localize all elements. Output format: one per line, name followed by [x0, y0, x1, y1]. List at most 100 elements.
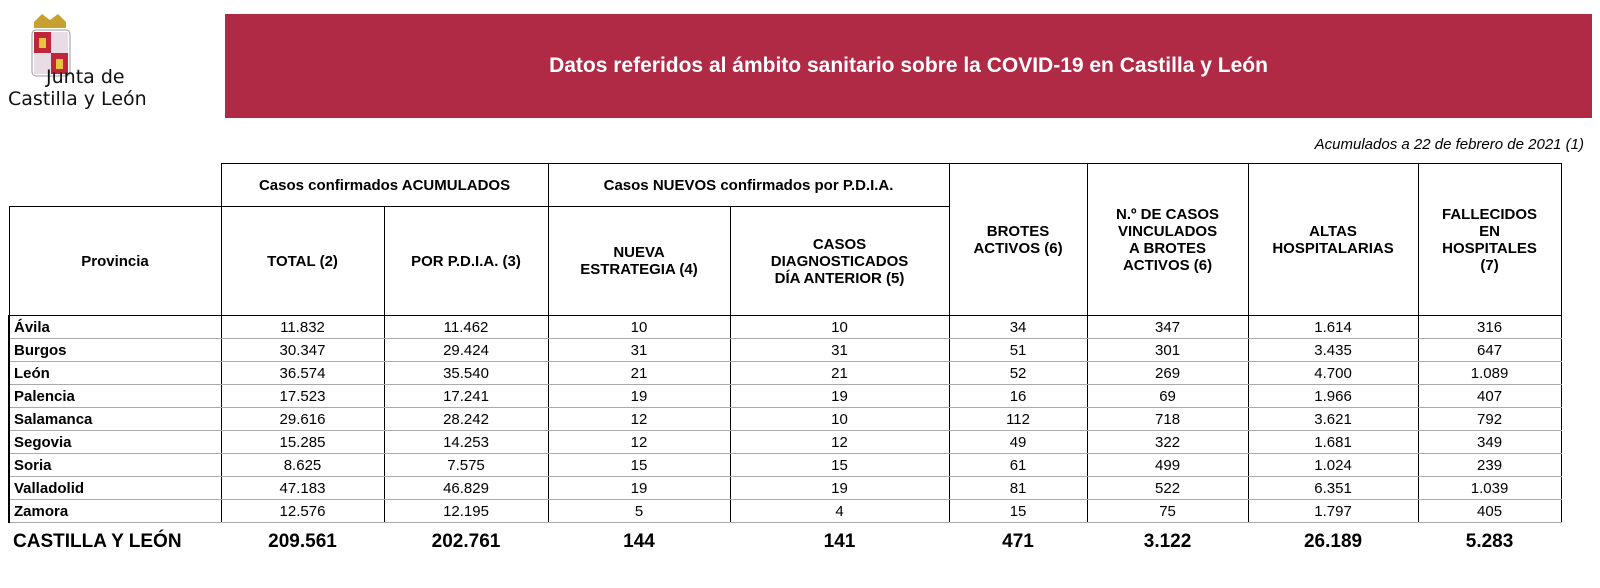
- cell: 19: [547, 476, 731, 500]
- cell: 405: [1417, 499, 1562, 523]
- cell: 1.024: [1247, 453, 1419, 477]
- total-cell: 202.761: [431, 531, 501, 552]
- total-cell: 209.561: [268, 531, 337, 552]
- cell: 349: [1417, 430, 1562, 454]
- province: Palencia: [8, 384, 222, 408]
- total-cell: 471: [1002, 531, 1034, 552]
- cell: 647: [1417, 338, 1562, 362]
- cell: 1.966: [1247, 384, 1419, 408]
- cell: 10: [729, 315, 950, 339]
- cell: 1.681: [1247, 430, 1419, 454]
- cell: 49: [948, 430, 1088, 454]
- title: Datos referidos al ámbito sanitario sobr…: [549, 54, 1268, 77]
- total-cell: 141: [823, 531, 856, 552]
- cell: 718: [1086, 407, 1249, 431]
- cell: 8.625: [220, 453, 385, 477]
- cell: 19: [547, 384, 731, 408]
- cell: 4: [729, 499, 950, 523]
- cell: 15: [948, 499, 1088, 523]
- cell: 347: [1086, 315, 1249, 339]
- cell: 30.347: [220, 338, 385, 362]
- cell: 15.285: [220, 430, 385, 454]
- cell: 31: [729, 338, 950, 362]
- cell: 21: [729, 361, 950, 385]
- cell: 4.700: [1247, 361, 1419, 385]
- cell: 19: [729, 476, 950, 500]
- group-header-row: Casos confirmados ACUMULADOS Casos NUEVOS…: [9, 163, 1562, 316]
- data-row: Ávila 11.832 11.462 10 10 34 347 1.614 316: [8, 315, 1562, 339]
- cell: 46.829: [383, 476, 549, 500]
- data-row: Salamanca 29.616 28.242 12 10 112 718 3.621 792: [8, 407, 1562, 431]
- cell: 11.462: [383, 315, 549, 339]
- cell: 11.832: [220, 315, 385, 339]
- cell: 75: [1086, 499, 1249, 523]
- cell: 3.435: [1247, 338, 1419, 362]
- logo-text: Castilla y León: [8, 88, 147, 110]
- cell: 1.039: [1417, 476, 1562, 500]
- logo: Junta de Castilla y León: [8, 14, 178, 114]
- cell: 17.241: [383, 384, 549, 408]
- data-row: Segovia 15.285 14.253 12 12 49 322 1.681 349: [8, 430, 1562, 454]
- total-row: CASTILLA Y LEÓN 209.561 202.761 144 141 471 3.…: [9, 523, 1561, 562]
- cell: 69: [1086, 384, 1249, 408]
- logo-shield: [31, 14, 71, 77]
- data-row: Palencia 17.523 17.241 19 19 16 69 1.966 407: [8, 384, 1562, 408]
- cell: 407: [1417, 384, 1562, 408]
- total-cell: 26.189: [1303, 531, 1363, 552]
- province: Valladolid: [8, 476, 222, 500]
- province: Ávila: [8, 315, 222, 339]
- cell: 12: [547, 407, 731, 431]
- total-cell: CASTILLA Y LEÓN: [13, 531, 182, 552]
- cell: 14.253: [383, 430, 549, 454]
- cell: 239: [1417, 453, 1562, 477]
- cell: 12: [729, 430, 950, 454]
- group-header: Casos confirmados ACUMULADOS: [220, 163, 549, 207]
- column-header: CASOS DIAGNOSTICADOS DÍA ANTERIOR (5): [729, 206, 950, 316]
- logo-text: Junta de: [46, 66, 125, 88]
- data-row: Soria 8.625 7.575 15 15 61 499 1.024 239: [8, 453, 1562, 477]
- cell: 52: [948, 361, 1088, 385]
- cell: 112: [948, 407, 1088, 431]
- cell: 29.424: [383, 338, 549, 362]
- province: Soria: [8, 453, 222, 477]
- cell: 5: [547, 499, 731, 523]
- column-header: TOTAL (2): [220, 206, 385, 316]
- total-cell: 5.283: [1465, 531, 1514, 552]
- cell: 51: [948, 338, 1088, 362]
- cell: 17.523: [220, 384, 385, 408]
- cell: 7.575: [383, 453, 549, 477]
- total-cell: 144: [623, 531, 655, 552]
- cell: 1.797: [1247, 499, 1419, 523]
- column-header: NUEVA ESTRATEGIA (4): [547, 206, 731, 316]
- cell: 35.540: [383, 361, 549, 385]
- cell: 34: [948, 315, 1088, 339]
- cell: 12.195: [383, 499, 549, 523]
- cell: 1.614: [1247, 315, 1419, 339]
- cell: 47.183: [220, 476, 385, 500]
- data-row: Zamora 12.576 12.195 5 4 15 75 1.797 405: [8, 499, 1562, 523]
- province: Burgos: [8, 338, 222, 362]
- cell: 36.574: [220, 361, 385, 385]
- cell: 522: [1086, 476, 1249, 500]
- cell: 10: [729, 407, 950, 431]
- data-table: Casos confirmados ACUMULADOS Casos NUEVOS…: [8, 163, 1562, 561]
- cell: 28.242: [383, 407, 549, 431]
- group-header: Casos NUEVOS confirmados por P.D.I.A.: [547, 163, 950, 207]
- province: Salamanca: [8, 407, 222, 431]
- cell: 316: [1417, 315, 1562, 339]
- cell: 301: [1086, 338, 1249, 362]
- cell: 81: [948, 476, 1088, 500]
- cell: 1.089: [1417, 361, 1562, 385]
- column-header: N.º DE CASOS VINCULADOS A BROTES ACTIVOS…: [1086, 163, 1249, 316]
- cell: 792: [1417, 407, 1562, 431]
- column-header: BROTES ACTIVOS (6): [948, 163, 1088, 316]
- banner: Datos referidos al ámbito sanitario sobr…: [225, 14, 1592, 118]
- cell: 12: [547, 430, 731, 454]
- data-row: León 36.574 35.540 21 21 52 269 4.700 1.089: [8, 361, 1562, 385]
- total-cell: 3.122: [1143, 531, 1192, 552]
- province: Zamora: [8, 499, 222, 523]
- column-header: ALTAS HOSPITALARIAS: [1247, 163, 1419, 316]
- cell: 16: [948, 384, 1088, 408]
- column-header-row: Provincia TOTAL (2) POR P.D.I.A. (3) NUEVA …: [8, 206, 1561, 316]
